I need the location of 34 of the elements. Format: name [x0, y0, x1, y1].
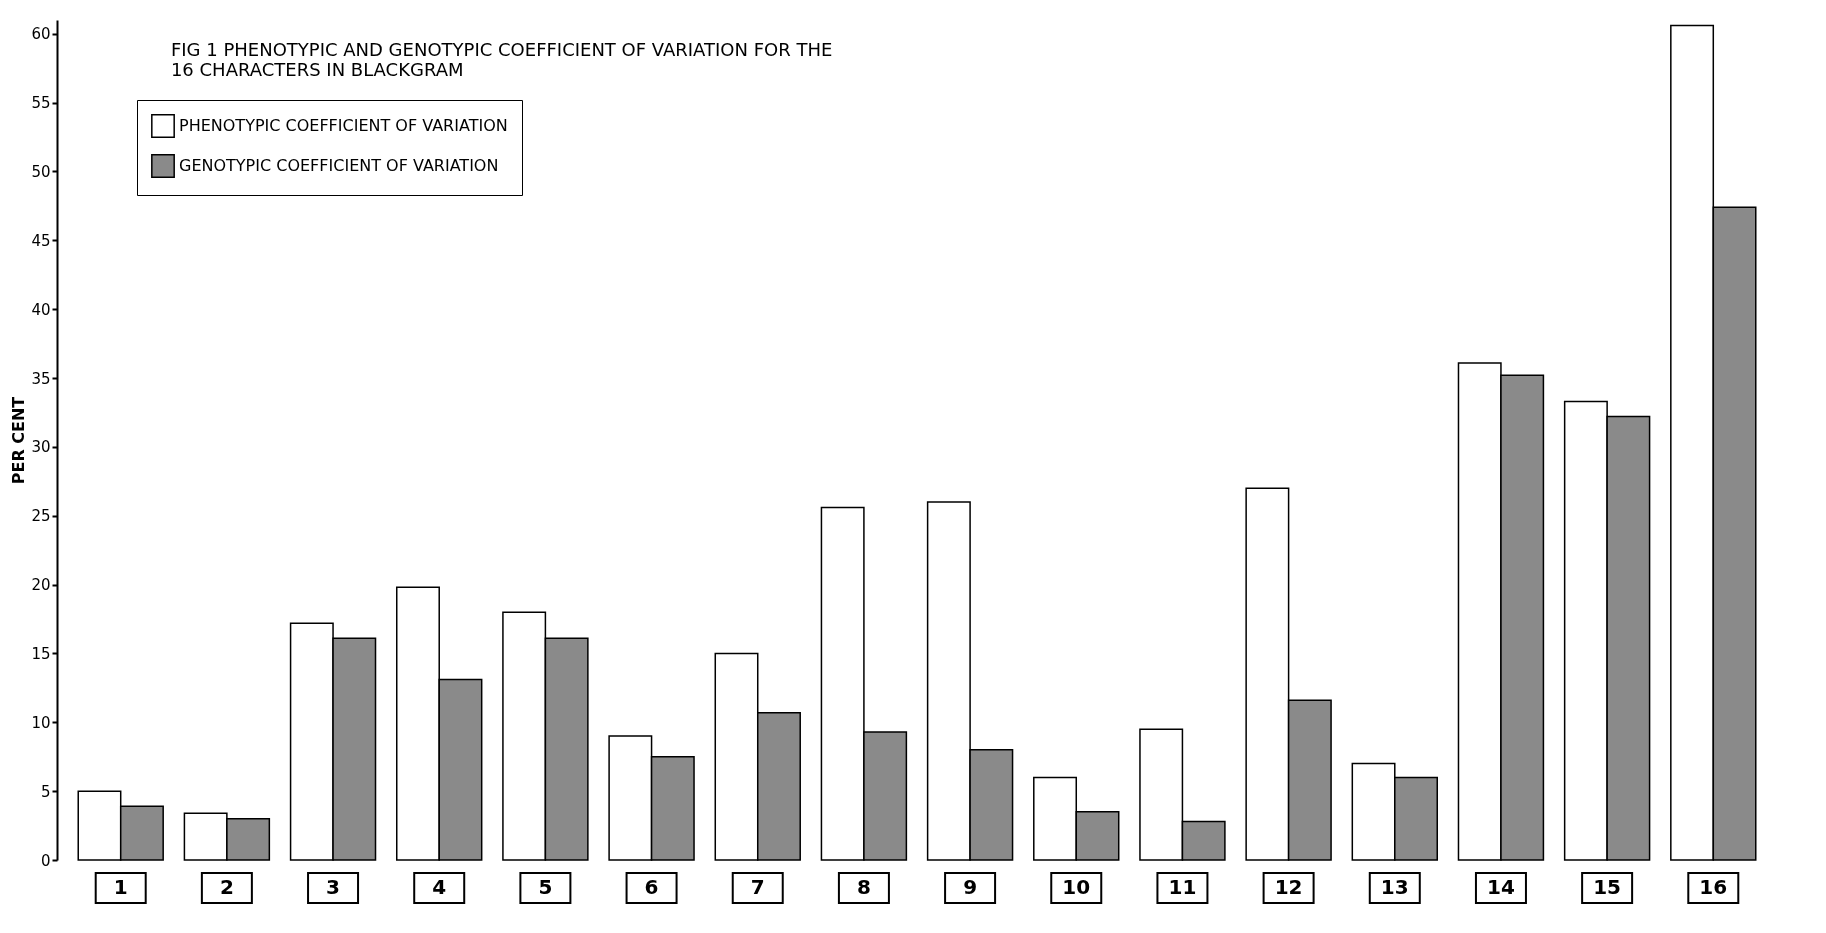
y-tick-label: 0: [40, 851, 51, 870]
x-tick-label: 12: [1274, 875, 1303, 899]
y-tick-label: 55: [31, 94, 51, 113]
y-tick-label: 35: [31, 369, 51, 388]
y-tick-label: 60: [31, 25, 51, 44]
y-tick-label: 20: [31, 576, 51, 595]
x-tick-label: 7: [750, 875, 765, 899]
y-tick-label: 30: [31, 438, 51, 457]
x-tick-label: 15: [1593, 875, 1622, 899]
x-tick-label: 3: [326, 875, 341, 899]
x-tick-label: 16: [1699, 875, 1728, 899]
x-tick-label: 8: [856, 875, 871, 899]
x-tick-label: 1: [113, 875, 128, 899]
x-tick-label: 14: [1487, 875, 1515, 899]
y-tick-label: 10: [31, 713, 51, 732]
y-tick-label: 5: [40, 782, 51, 801]
legend-label: PHENOTYPIC COEFFICIENT OF VARIATION: [179, 116, 508, 135]
y-axis-title: PER CENT: [9, 396, 29, 485]
y-tick-label: 25: [31, 507, 51, 526]
legend-label: GENOTYPIC COEFFICIENT OF VARIATION: [179, 156, 499, 175]
x-tick-label: 10: [1062, 875, 1091, 899]
y-tick-label: 45: [31, 231, 51, 250]
x-tick-label: 6: [644, 875, 659, 899]
x-tick-label: 11: [1168, 875, 1197, 899]
x-tick-label: 13: [1380, 875, 1409, 899]
x-tick-label: 4: [432, 875, 447, 899]
y-tick-label: 50: [31, 162, 51, 181]
text: FIG 1 PHENOTYPIC AND GENOTYPIC COEFFICIENT OF VARIATION FOR THE: [170, 39, 833, 60]
x-tick-label: 9: [963, 875, 978, 899]
x-tick-label: 5: [538, 875, 553, 899]
x-tick-label: 2: [219, 875, 234, 899]
y-tick-label: 40: [31, 300, 51, 319]
text: 16 CHARACTERS IN BLACKGRAM: [170, 59, 464, 80]
y-tick-label: 15: [31, 644, 51, 663]
